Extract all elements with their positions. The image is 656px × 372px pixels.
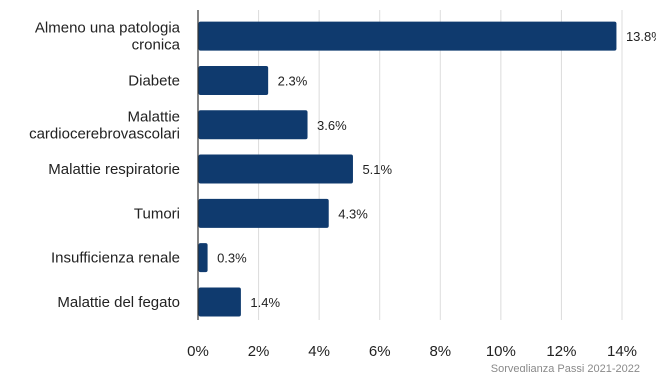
value-label: 0.3%	[217, 251, 247, 266]
x-tick-label: 14%	[607, 343, 637, 360]
value-label: 3.6%	[317, 118, 347, 133]
bar	[198, 65, 269, 95]
category-label: Malattie respiratorie	[48, 161, 180, 178]
x-tick-label: 12%	[546, 343, 576, 360]
category-label: Tumori	[134, 205, 180, 222]
gridlines	[258, 10, 623, 320]
bar	[198, 154, 353, 184]
bar	[198, 287, 241, 317]
x-tick-label: 0%	[187, 343, 209, 360]
x-tick-label: 2%	[248, 343, 270, 360]
category-label: Insufficienza renale	[51, 250, 180, 267]
bar	[198, 21, 617, 51]
bar	[198, 198, 329, 228]
category-labels: Almeno una patologia cronica Diabete Malatt…	[29, 20, 181, 311]
x-tick-label: 4%	[308, 343, 330, 360]
category-label: Malattie del fegato	[57, 294, 180, 311]
value-label: 13.8%	[626, 29, 656, 44]
value-label: 2.3%	[278, 73, 308, 88]
category-label: Malattie cardiocerebrovascolari	[29, 108, 180, 142]
value-label: 4.3%	[338, 206, 368, 221]
value-label: 5.1%	[362, 162, 392, 177]
x-tick-label: 10%	[486, 343, 516, 360]
x-tick-labels: 0% 2% 4% 6% 8% 10% 12% 14%	[187, 343, 637, 360]
x-tick-label: 8%	[429, 343, 451, 360]
category-label: Diabete	[128, 72, 180, 89]
x-tick-label: 6%	[369, 343, 391, 360]
source-note: Sorveglianza Passi 2021-2022	[491, 363, 640, 372]
bars	[198, 21, 617, 317]
bar	[198, 243, 208, 273]
value-labels: 13.8% 2.3% 3.6% 5.1% 4.3% 0.3% 1.4%	[217, 29, 656, 310]
value-label: 1.4%	[250, 295, 280, 310]
bar	[198, 110, 308, 140]
category-label: Almeno una patologia cronica	[35, 20, 181, 54]
